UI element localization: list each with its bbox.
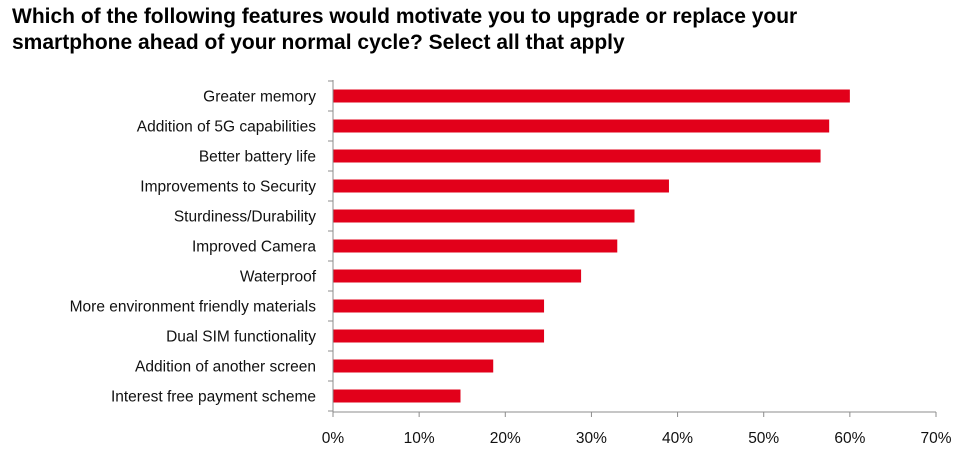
chart-title: Which of the following features would mo…: [12, 4, 942, 56]
bar-6: [333, 269, 582, 283]
bar-2: [333, 149, 821, 163]
x-tick-label-1: 10%: [404, 430, 435, 447]
category-label-6: Waterproof: [240, 269, 317, 286]
x-tick-label-3: 30%: [576, 430, 607, 447]
x-tick-label-4: 40%: [662, 430, 693, 447]
bar-1: [333, 119, 830, 133]
bar-0: [333, 89, 850, 103]
x-tick-label-0: 0%: [322, 430, 345, 447]
category-label-4: Sturdiness/Durability: [174, 209, 316, 226]
bar-10: [333, 389, 461, 403]
bar-9: [333, 359, 494, 373]
x-tick-label-6: 60%: [834, 430, 865, 447]
category-label-7: More environment friendly materials: [70, 299, 317, 316]
category-label-5: Improved Camera: [192, 239, 316, 256]
category-label-8: Dual SIM functionality: [166, 329, 316, 346]
category-label-3: Improvements to Security: [140, 179, 316, 196]
axes-group: 0% 10% 20% 30% 40% 50% 60% 70%: [322, 80, 952, 447]
bars-group: [333, 89, 850, 403]
bar-4: [333, 209, 635, 223]
category-label-1: Addition of 5G capabilities: [137, 119, 316, 136]
category-labels-group: Greater memory Addition of 5G capabilitie…: [70, 89, 317, 406]
category-label-2: Better battery life: [199, 149, 316, 166]
category-label-9: Addition of another screen: [135, 359, 316, 376]
x-tick-label-5: 50%: [748, 430, 779, 447]
chart-title-line-1: Which of the following features would mo…: [12, 5, 798, 28]
category-label-10: Interest free payment scheme: [111, 389, 316, 406]
bar-7: [333, 299, 545, 313]
bar-3: [333, 179, 669, 193]
x-tick-label-7: 70%: [920, 430, 951, 447]
category-label-0: Greater memory: [203, 89, 316, 106]
x-tick-label-2: 20%: [490, 430, 521, 447]
bar-8: [333, 329, 545, 343]
bar-5: [333, 239, 618, 253]
chart-title-line-2: smartphone ahead of your normal cycle? S…: [12, 31, 625, 54]
